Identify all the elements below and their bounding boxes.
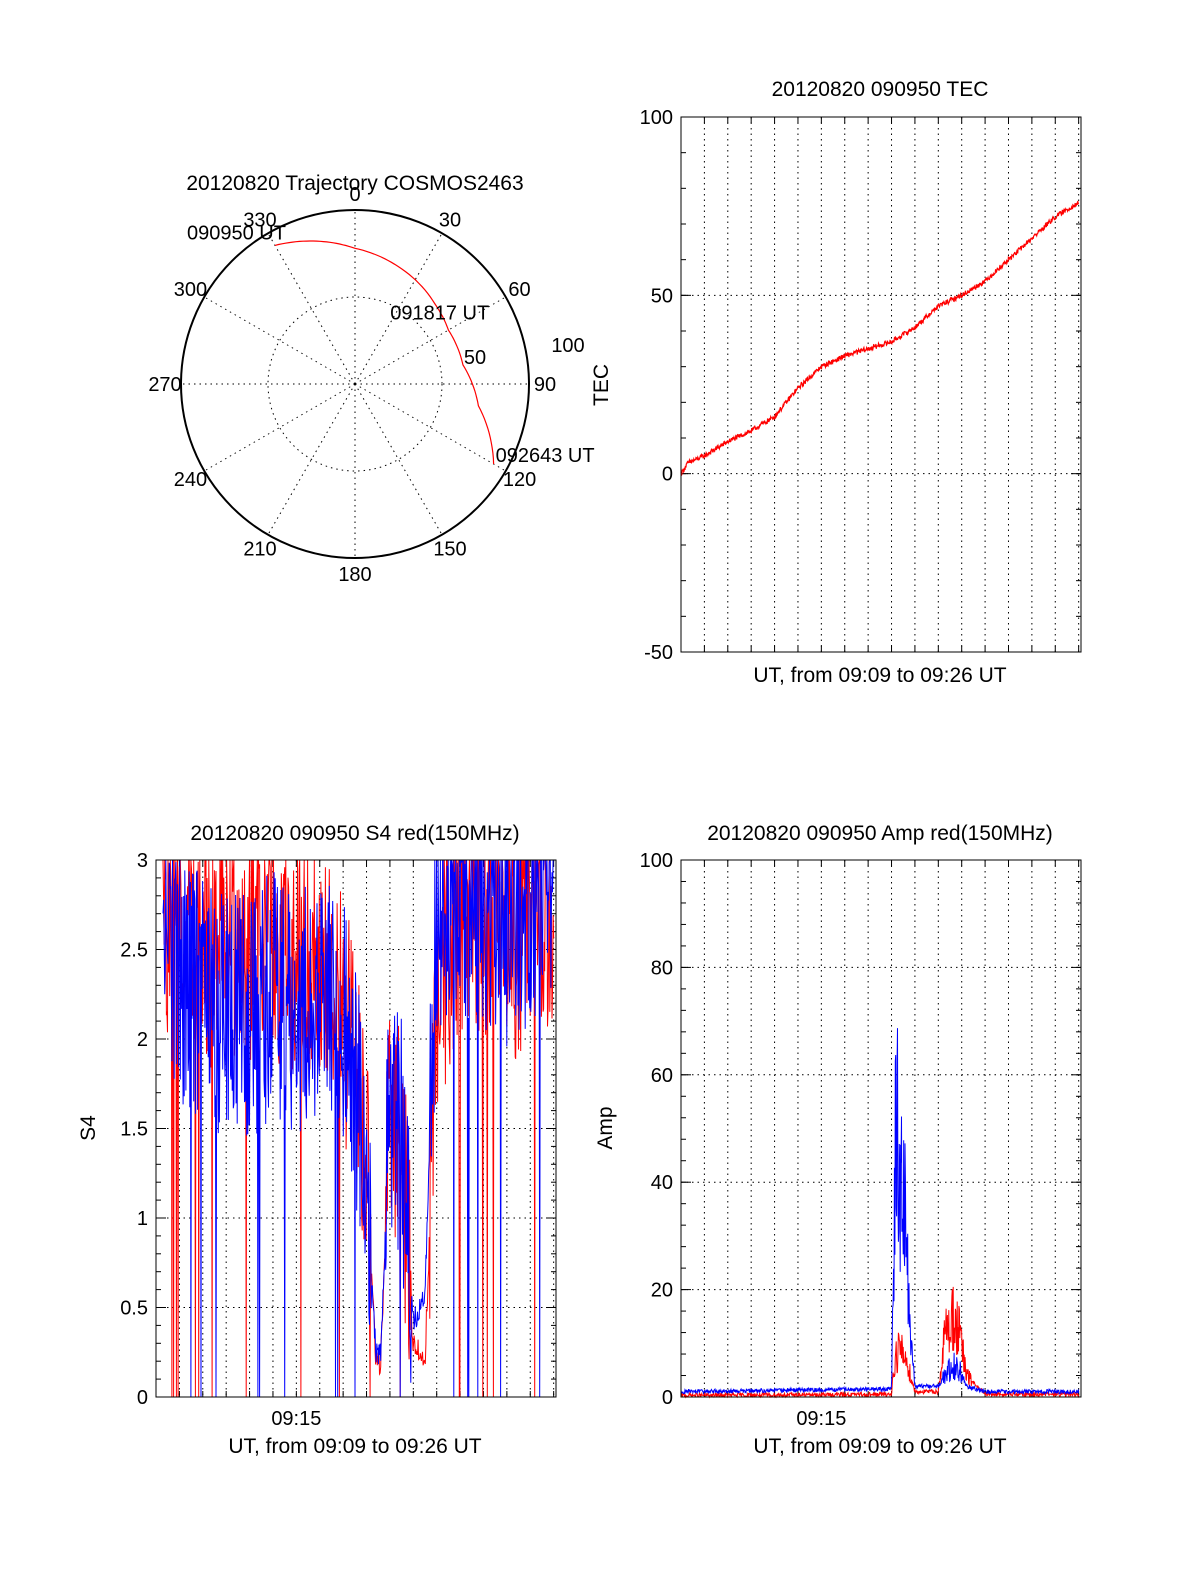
trajectory-annotation: 090950 UT xyxy=(187,222,286,244)
polar-angle-label: 240 xyxy=(174,469,207,491)
polar-angle-label: 210 xyxy=(243,539,276,561)
s4-x-axis-label: UT, from 09:09 to 09:26 UT xyxy=(228,1435,481,1458)
polar-spoke xyxy=(354,296,506,385)
y-tick-label: 0 xyxy=(662,464,673,486)
amp-plot-frame xyxy=(680,859,1082,1398)
y-tick-label: 3 xyxy=(137,850,148,872)
y-tick-label: 2.5 xyxy=(120,940,148,962)
tec-grid xyxy=(681,116,1081,653)
tec-y-tick-labels: -50 0 50 100 xyxy=(640,107,673,664)
y-tick-label: 0.5 xyxy=(120,1298,148,1320)
y-tick-label: 2 xyxy=(137,1029,148,1051)
polar-spoke xyxy=(354,383,506,472)
trajectory-annotation: 092643 UT xyxy=(496,445,595,467)
amp-x-axis-label: UT, from 09:09 to 09:26 UT xyxy=(753,1435,1006,1458)
amp-y-tick-labels: 0 20 40 60 80 100 xyxy=(640,850,673,1409)
polar-spoke xyxy=(204,383,356,472)
polar-angle-label: 270 xyxy=(148,374,181,396)
polar-angle-label: 90 xyxy=(534,374,556,396)
polar-grid xyxy=(181,210,529,558)
y-tick-label: 60 xyxy=(651,1065,673,1087)
polar-angle-label: 30 xyxy=(439,209,461,231)
y-tick-label: 1 xyxy=(137,1208,148,1230)
amp-grid xyxy=(681,859,1081,1398)
polar-ring-50 xyxy=(267,296,443,472)
polar-angle-label: 330 xyxy=(243,209,276,231)
polar-angle-label: 0 xyxy=(349,184,360,206)
y-tick-label: 0 xyxy=(137,1387,148,1409)
amp-plot: 20120820 090950 Amp red(150MHz) 0 20 40 60 8… xyxy=(594,822,1082,1458)
y-tick-label: -50 xyxy=(644,642,673,664)
polar-angle-label: 60 xyxy=(508,279,530,301)
s4-plot-frame xyxy=(155,859,557,1398)
polar-radius-label-50: 50 xyxy=(464,347,486,369)
y-tick-label: 80 xyxy=(651,957,673,979)
polar-spoke xyxy=(354,383,443,535)
tec-title: 20120820 090950 TEC xyxy=(772,78,989,101)
amp-x-tick-label: 09:15 xyxy=(796,1408,846,1430)
y-tick-label: 1.5 xyxy=(120,1119,148,1141)
amp-y-axis-label: Amp xyxy=(594,1106,617,1149)
polar-radius-label-100: 100 xyxy=(551,335,584,357)
tec-series-line xyxy=(680,200,1080,476)
polar-angle-labels: 0 30 60 90 120 150 180 210 240 270 300 330 xyxy=(148,184,556,586)
s4-y-axis-label: S4 xyxy=(77,1115,100,1141)
s4-blue-series-line xyxy=(162,859,554,1398)
polar-angle-label: 120 xyxy=(503,469,536,491)
amp-title: 20120820 090950 Amp red(150MHz) xyxy=(707,822,1053,845)
amp-blue-series-line xyxy=(680,1028,1080,1396)
s4-x-tick-label: 09:15 xyxy=(271,1408,321,1430)
tec-x-axis-label: UT, from 09:09 to 09:26 UT xyxy=(753,664,1006,687)
tec-plot: 20120820 090950 TEC -50 0 50 100 TEC UT, fr… xyxy=(590,78,1082,687)
polar-spoke xyxy=(267,233,356,385)
s4-title: 20120820 090950 S4 red(150MHz) xyxy=(190,822,519,845)
trajectory-annotation: 091817 UT xyxy=(390,302,489,324)
tec-y-axis-label: TEC xyxy=(590,364,613,406)
y-tick-label: 0 xyxy=(662,1387,673,1409)
y-tick-label: 100 xyxy=(640,850,673,872)
polar-angle-label: 300 xyxy=(174,279,207,301)
y-tick-label: 100 xyxy=(640,107,673,129)
s4-plot: 20120820 090950 S4 red(150MHz) 0 0.5 1 1.5 2… xyxy=(77,822,557,1458)
polar-spoke xyxy=(267,383,356,535)
s4-y-tick-labels: 0 0.5 1 1.5 2 2.5 3 xyxy=(120,850,148,1409)
y-tick-label: 50 xyxy=(651,285,673,307)
polar-spoke xyxy=(204,296,356,385)
y-tick-label: 20 xyxy=(651,1280,673,1302)
amp-red-series-line xyxy=(680,1286,1080,1399)
polar-spoke xyxy=(354,233,443,385)
trajectory-line xyxy=(274,240,495,465)
tec-plot-frame xyxy=(680,116,1082,653)
polar-angle-label: 150 xyxy=(433,539,466,561)
trajectory-annotations: 090950 UT 091817 UT 092643 UT xyxy=(187,222,595,467)
y-tick-label: 40 xyxy=(651,1172,673,1194)
polar-title: 20120820 Trajectory COSMOS2463 xyxy=(186,172,523,195)
polar-outer-ring xyxy=(180,209,530,559)
polar-trajectory-plot: 20120820 Trajectory COSMOS2463 0 30 60 90 12… xyxy=(148,172,594,586)
polar-angle-label: 180 xyxy=(338,564,371,586)
